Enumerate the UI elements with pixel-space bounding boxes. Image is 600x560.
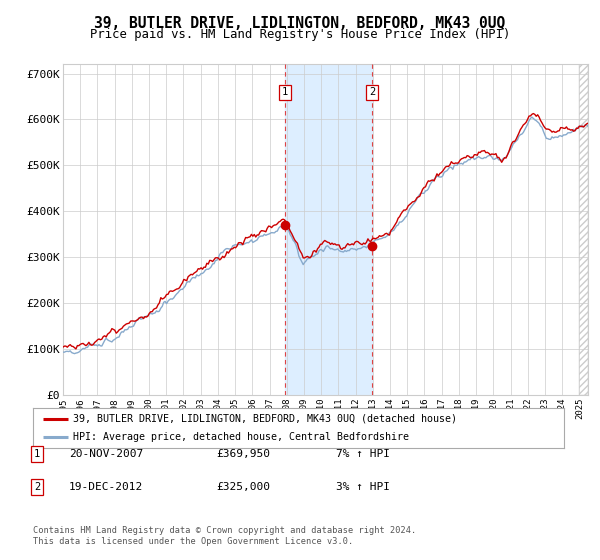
Text: 1: 1: [282, 87, 288, 97]
Text: 2: 2: [369, 87, 376, 97]
Text: £325,000: £325,000: [216, 482, 270, 492]
Text: 39, BUTLER DRIVE, LIDLINGTON, BEDFORD, MK43 0UQ: 39, BUTLER DRIVE, LIDLINGTON, BEDFORD, M…: [94, 16, 506, 31]
Text: £369,950: £369,950: [216, 449, 270, 459]
Text: 19-DEC-2012: 19-DEC-2012: [69, 482, 143, 492]
Text: 7% ↑ HPI: 7% ↑ HPI: [336, 449, 390, 459]
Text: Price paid vs. HM Land Registry's House Price Index (HPI): Price paid vs. HM Land Registry's House …: [90, 28, 510, 41]
Text: 20-NOV-2007: 20-NOV-2007: [69, 449, 143, 459]
Text: 1: 1: [34, 449, 40, 459]
Text: HPI: Average price, detached house, Central Bedfordshire: HPI: Average price, detached house, Cent…: [73, 432, 409, 442]
Text: Contains HM Land Registry data © Crown copyright and database right 2024.
This d: Contains HM Land Registry data © Crown c…: [33, 526, 416, 546]
Text: 2: 2: [34, 482, 40, 492]
Text: 3% ↑ HPI: 3% ↑ HPI: [336, 482, 390, 492]
Text: 39, BUTLER DRIVE, LIDLINGTON, BEDFORD, MK43 0UQ (detached house): 39, BUTLER DRIVE, LIDLINGTON, BEDFORD, M…: [73, 414, 457, 423]
Bar: [285, 64, 372, 395]
